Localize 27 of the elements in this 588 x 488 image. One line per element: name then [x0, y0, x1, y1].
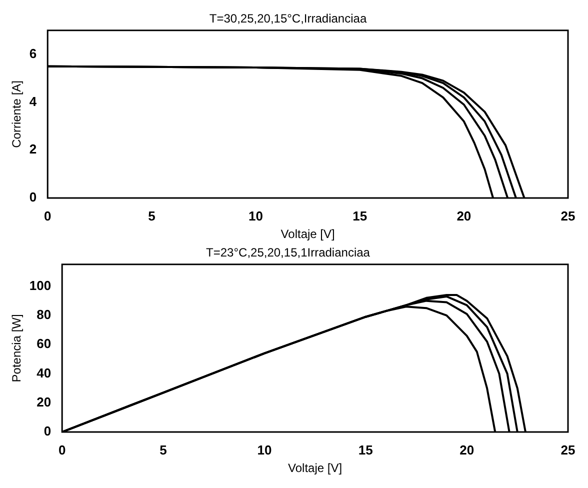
x-axis-title: Voltaje [V]: [280, 227, 335, 242]
y-tick-label: 2: [29, 142, 37, 157]
x-tick-label: 10: [248, 208, 264, 224]
x-tick-label: 20: [460, 442, 474, 458]
y-tick-label: 60: [36, 336, 52, 352]
x-tick-label: 10: [257, 442, 272, 458]
y-tick-label: 4: [29, 94, 38, 109]
x-tick-label: 15: [352, 208, 368, 224]
x-tick-label: 5: [160, 442, 167, 458]
y-tick-label: 0: [29, 190, 37, 205]
x-tick-label: 15: [358, 442, 373, 458]
y-tick-label: 0: [44, 424, 52, 439]
y-tick-label: 6: [29, 46, 37, 61]
x-tick-label: 25: [560, 208, 576, 224]
x-tick-label: 20: [456, 208, 472, 224]
y-axis-title: Potencia [W]: [10, 314, 24, 382]
y-tick-label: 100: [29, 278, 52, 293]
x-tick-label: 0: [58, 442, 66, 458]
y-tick-label: 20: [36, 394, 52, 410]
chart-title: T=23°C,25,20,15,1Irradianciaa: [206, 246, 370, 260]
x-axis-title: Voltaje [V]: [288, 461, 342, 476]
y-tick-label: 80: [36, 306, 52, 322]
chart-title: T=30,25,20,15°C,Irradianciaa: [209, 12, 367, 26]
y-axis-title: Corriente [A]: [10, 80, 24, 148]
y-tick-label: 40: [36, 365, 52, 380]
x-tick-label: 5: [148, 208, 156, 224]
x-tick-label: 25: [560, 442, 576, 458]
